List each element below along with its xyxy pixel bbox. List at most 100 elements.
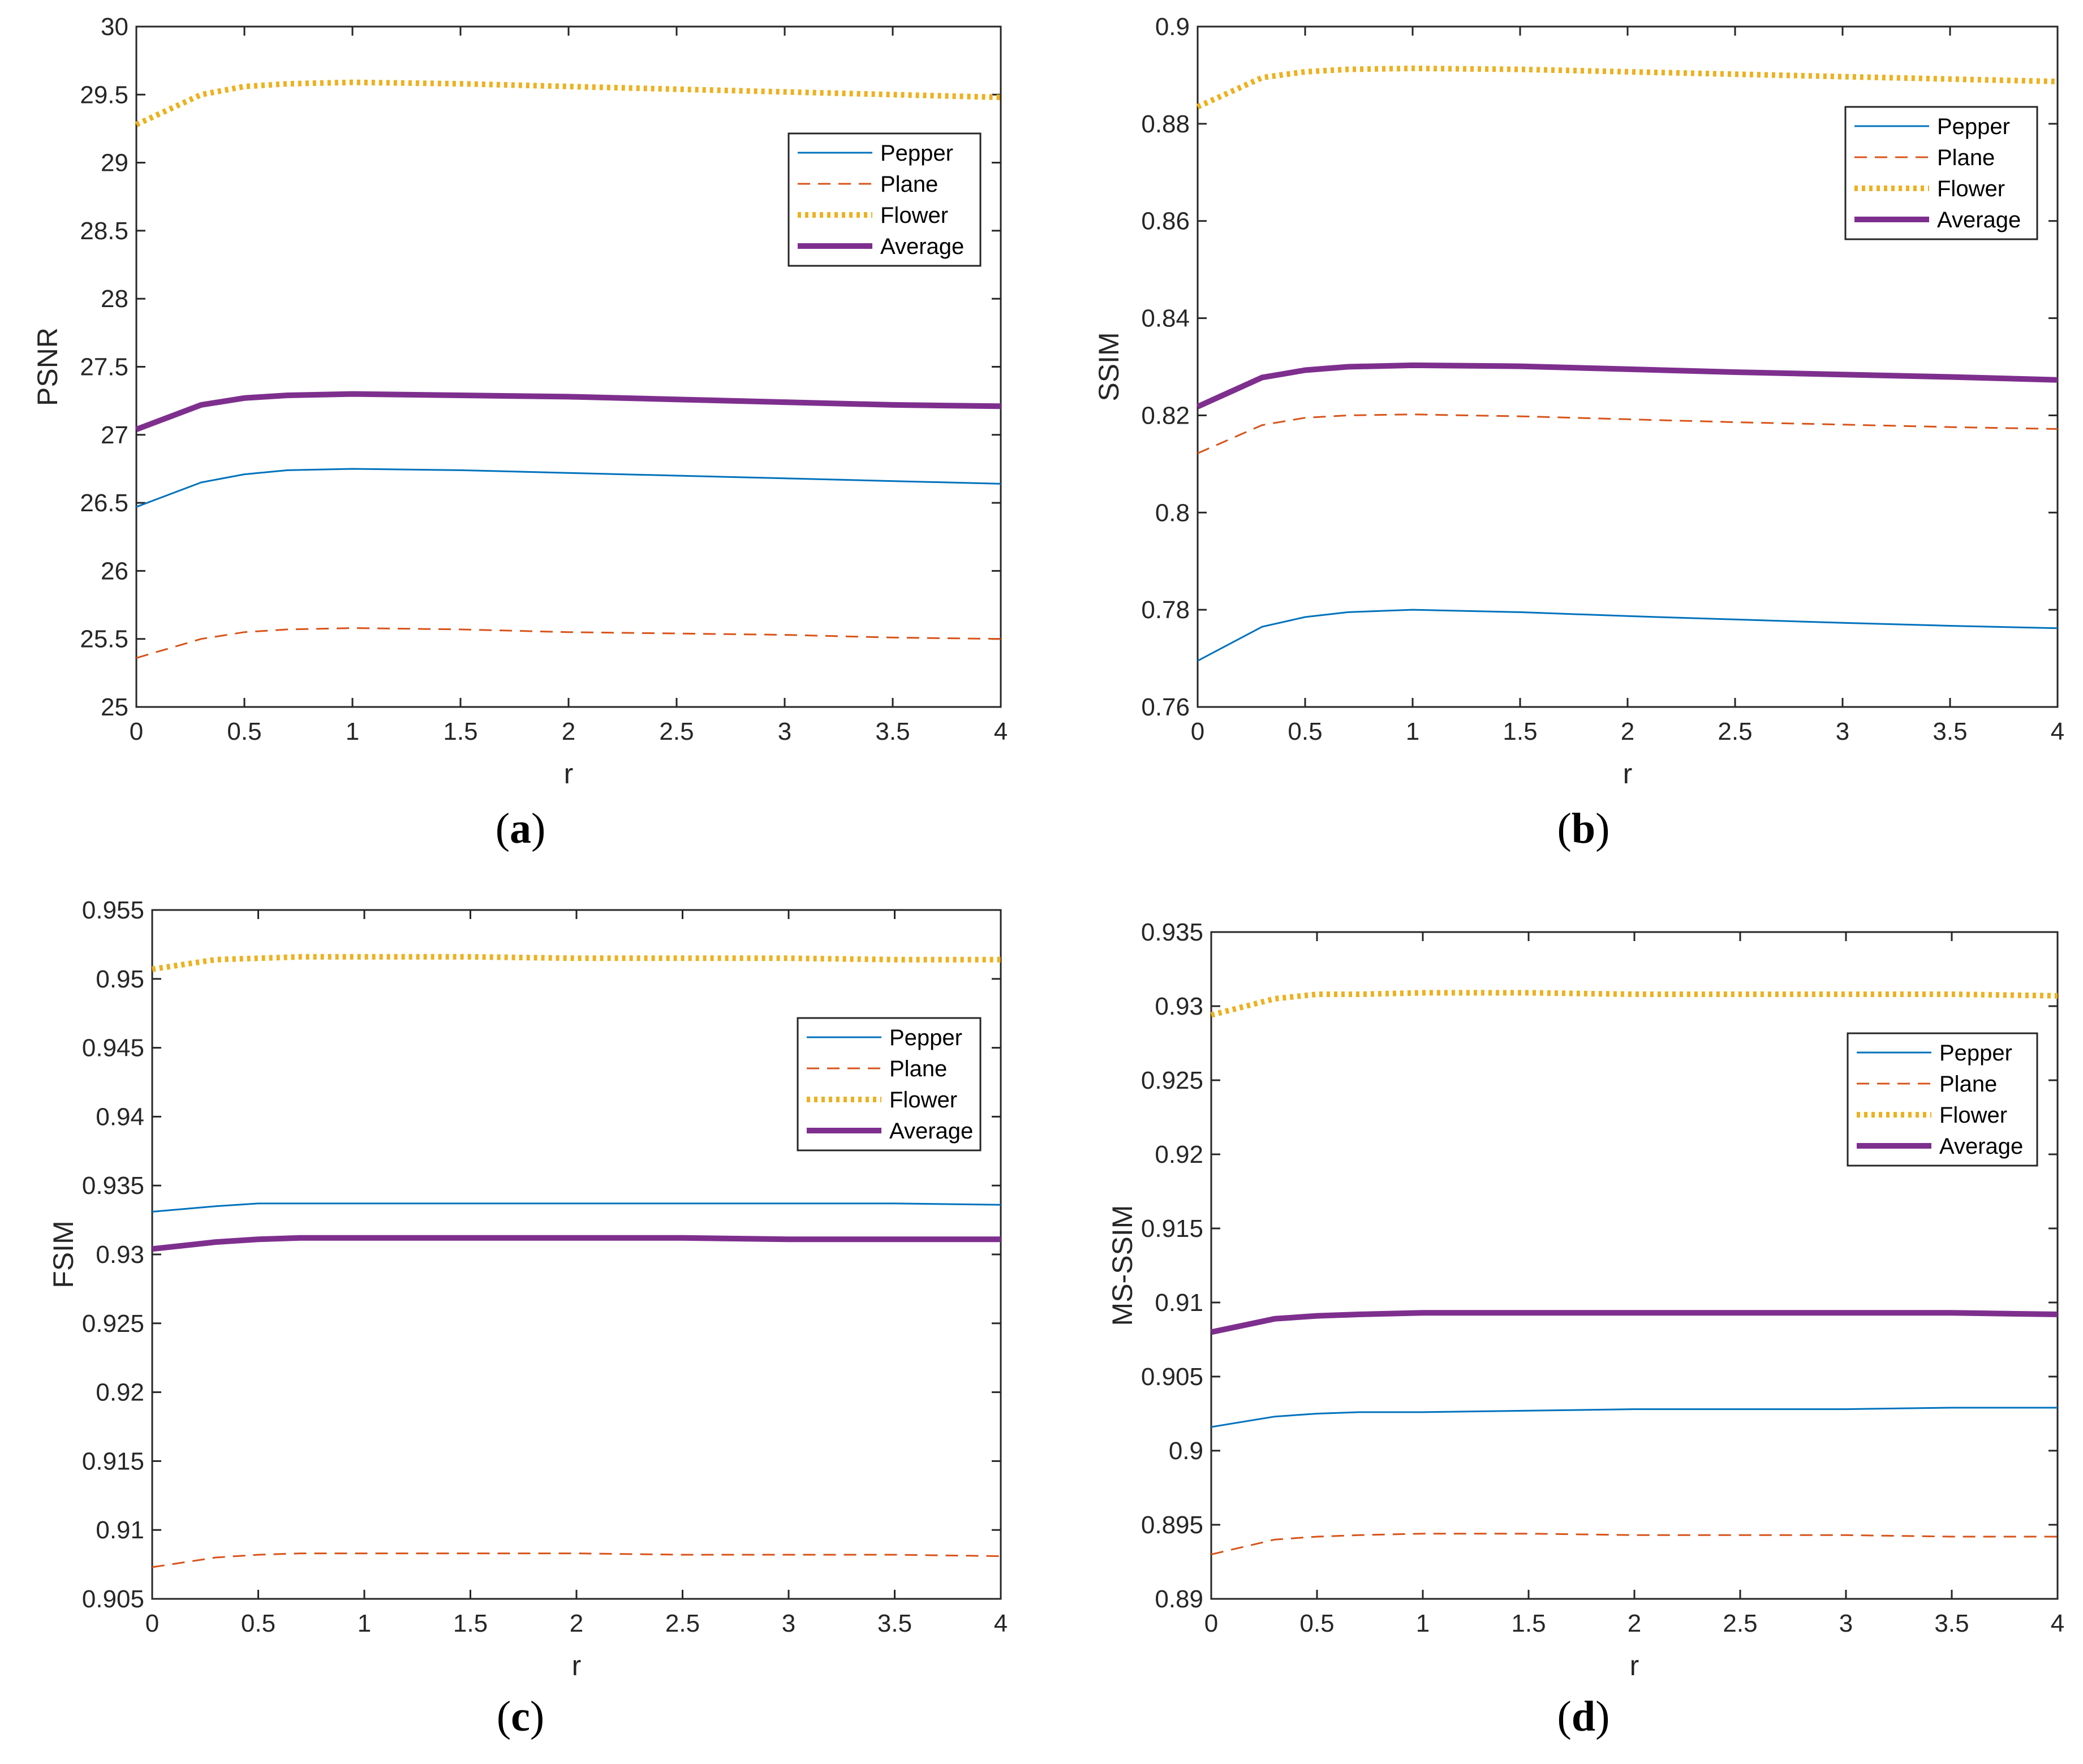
x-tick-label: 0.5 [227, 718, 261, 745]
legend-label-plane: Plane [889, 1056, 947, 1081]
legend-label-pepper: Pepper [880, 141, 953, 166]
y-tick-label: 0.945 [82, 1034, 144, 1062]
panel-caption: (c) [497, 1693, 544, 1740]
y-tick-label: 30 [101, 13, 128, 41]
x-tick-label: 3 [778, 718, 791, 745]
series-line-average [135, 391, 1001, 432]
plot-area [1210, 931, 2059, 1600]
x-tick-label: 3.5 [875, 718, 910, 745]
x-tick-label: 4 [2051, 718, 2064, 745]
y-tick-label: 0.925 [82, 1310, 144, 1338]
y-tick-label: 28.5 [80, 217, 128, 245]
y-tick-label: 0.91 [1155, 1289, 1203, 1317]
y-tick-label: 29 [101, 149, 128, 177]
x-tick-label: 3 [1836, 718, 1849, 745]
y-tick-label: 25 [101, 693, 128, 721]
x-tick-label: 4 [994, 1610, 1008, 1637]
x-tick-label: 1.5 [1511, 1610, 1546, 1637]
y-tick-label: 0.935 [82, 1172, 144, 1200]
y-tick-label: 0.895 [1141, 1511, 1203, 1539]
chart-panel-a: 0 0.5 1 1.5 2 2.5 3 3.5 4 25 25.5 26 26.5 27 27.5 28 28.… [32, 13, 1008, 852]
y-tick-label: 0.915 [1141, 1215, 1203, 1243]
y-tick-label: 28 [101, 285, 128, 313]
y-axis-label: PSNR [32, 327, 63, 406]
y-tick-label: 0.9 [1155, 13, 1190, 41]
chart-panel-b: 0 0.5 1 1.5 2 2.5 3 3.5 4 0.76 0.78 0.8 0.82 0.84 0.86… [1093, 13, 2064, 852]
x-tick-label: 0.5 [1288, 718, 1322, 745]
x-tick-label: 2 [562, 718, 575, 745]
y-tick-label: 0.9 [1169, 1437, 1203, 1465]
panel-caption-letter: c [511, 1693, 530, 1740]
legend-label-flower: Flower [880, 203, 948, 228]
legend-label-pepper: Pepper [889, 1025, 962, 1050]
y-tick-label: 27 [101, 421, 128, 449]
x-tick-label: 2.5 [1718, 718, 1752, 745]
y-tick-label: 0.93 [1155, 993, 1203, 1020]
y-tick-label: 29.5 [80, 81, 128, 109]
x-tick-label: 1.5 [453, 1610, 488, 1637]
y-tick-label: 0.95 [96, 965, 144, 993]
panel-caption-letter: b [1572, 805, 1595, 852]
y-tick-label: 0.78 [1141, 596, 1190, 624]
x-tick-label: 0 [1204, 1610, 1218, 1637]
series-line-pepper [136, 468, 1001, 508]
x-tick-label: 0 [130, 718, 143, 745]
x-tick-label: 1.5 [443, 718, 477, 745]
x-tick-label: 2 [1628, 1610, 1641, 1637]
y-tick-label: 0.84 [1141, 305, 1190, 333]
x-tick-label: 2.5 [659, 718, 694, 745]
panel-caption: (b) [1557, 805, 1610, 852]
x-tick-label: 1 [346, 718, 359, 745]
legend-label-average: Average [880, 234, 964, 259]
y-axis-label: FSIM [48, 1220, 79, 1288]
x-tick-label: 3 [782, 1610, 795, 1637]
panel-caption-letter: d [1572, 1693, 1595, 1740]
x-tick-label: 1.5 [1503, 718, 1537, 745]
legend-label-average: Average [889, 1119, 973, 1144]
series-line-pepper [1211, 1407, 2058, 1428]
series-line-plane [136, 627, 1001, 659]
x-tick-label: 3.5 [877, 1610, 912, 1637]
y-tick-label: 25.5 [80, 626, 128, 653]
x-tick-label: 3.5 [1934, 1610, 1969, 1637]
y-tick-label: 0.93 [96, 1241, 144, 1269]
y-axis-label: SSIM [1093, 332, 1125, 401]
x-tick-label: 0 [1191, 718, 1204, 745]
series-line-pepper [152, 1202, 1001, 1213]
y-tick-label: 0.92 [96, 1379, 144, 1407]
y-tick-label: 0.76 [1141, 693, 1190, 721]
legend: Pepper Plane Flower Average [797, 1017, 982, 1151]
y-tick-label: 0.955 [82, 896, 144, 924]
legend-label-average: Average [1937, 208, 2021, 232]
x-tick-label: 2 [570, 1610, 583, 1637]
y-tick-label: 0.88 [1141, 110, 1190, 138]
y-tick-label: 0.94 [96, 1103, 144, 1131]
y-axis-label: MS-SSIM [1107, 1205, 1138, 1326]
legend-label-average: Average [1939, 1134, 2023, 1159]
x-tick-label: 0.5 [241, 1610, 276, 1637]
series-line-plane [152, 1552, 1001, 1568]
series-line-flower [135, 79, 1001, 127]
x-tick-label: 2 [1621, 718, 1634, 745]
x-axis-label: r [1623, 758, 1633, 790]
x-tick-label: 4 [2051, 1610, 2064, 1637]
series-line-flower [152, 954, 1001, 972]
x-tick-label: 2.5 [665, 1610, 700, 1637]
x-tick-label: 0 [145, 1610, 159, 1637]
x-tick-label: 1 [358, 1610, 371, 1637]
y-tick-label: 0.905 [1141, 1363, 1203, 1391]
y-tick-label: 0.89 [1155, 1585, 1203, 1613]
legend-label-plane: Plane [880, 172, 938, 197]
y-tick-label: 0.8 [1155, 499, 1190, 527]
plot-area [135, 25, 1002, 708]
x-axis-label: r [1630, 1650, 1639, 1681]
panel-caption: (d) [1557, 1693, 1610, 1740]
legend-label-plane: Plane [1937, 145, 1995, 170]
x-tick-label: 0.5 [1299, 1610, 1334, 1637]
x-tick-label: 1 [1406, 718, 1419, 745]
x-tick-label: 2.5 [1723, 1610, 1757, 1637]
legend: Pepper Plane Flower Average [1847, 1032, 2038, 1167]
x-tick-label: 4 [994, 718, 1008, 745]
chart-panel-d: 0 0.5 1 1.5 2 2.5 3 3.5 4 0.89 0.895 0.9 0.905 0.91 0.… [1107, 918, 2064, 1740]
